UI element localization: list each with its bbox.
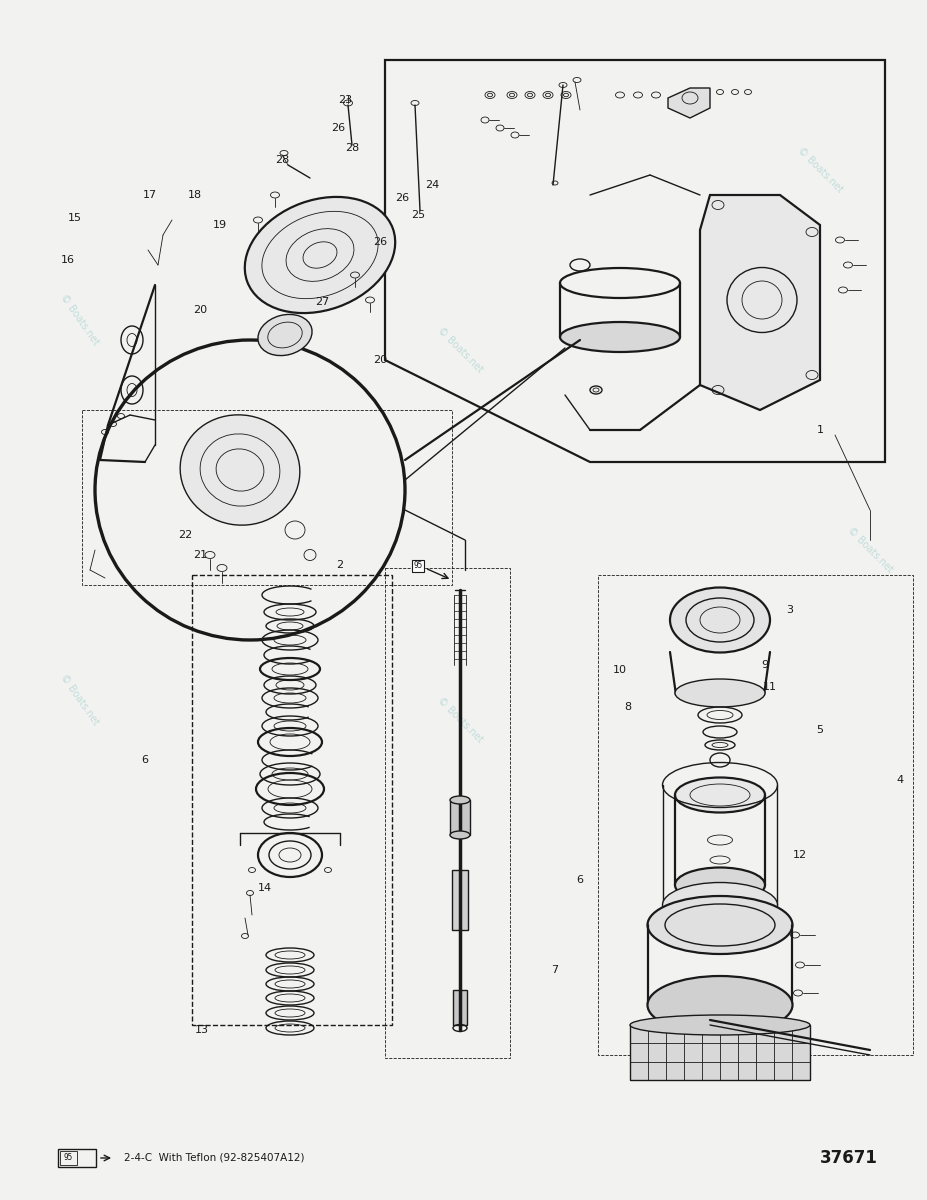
Bar [452, 870, 468, 930]
Text: 16: 16 [61, 254, 75, 265]
Bar [60, 1151, 77, 1165]
Ellipse shape [675, 868, 765, 902]
Text: 26: 26 [331, 122, 345, 133]
Bar [450, 800, 470, 835]
Text: 2: 2 [337, 560, 344, 570]
Ellipse shape [647, 976, 793, 1034]
Text: 12: 12 [793, 850, 807, 860]
Text: 6: 6 [577, 875, 583, 886]
Text: 9: 9 [761, 660, 768, 670]
Text: 95: 95 [413, 562, 423, 570]
Bar [192, 575, 392, 1025]
Text: 26: 26 [395, 193, 409, 203]
Text: © Boats.net: © Boats.net [58, 293, 101, 347]
Ellipse shape [450, 796, 470, 804]
Text: 95: 95 [64, 1153, 73, 1163]
Ellipse shape [560, 322, 680, 352]
Bar [385, 568, 510, 1058]
Polygon shape [700, 194, 820, 410]
Text: © Boats.net: © Boats.net [436, 325, 485, 374]
Text: 1: 1 [817, 425, 823, 434]
Text: 23: 23 [338, 95, 352, 104]
Text: 15: 15 [68, 214, 82, 223]
Text: 24: 24 [425, 180, 439, 190]
Text: © Boats.net: © Boats.net [795, 145, 844, 194]
Ellipse shape [647, 896, 793, 954]
Text: 28: 28 [345, 143, 359, 152]
Text: 37671: 37671 [820, 1150, 878, 1166]
Text: 5: 5 [817, 725, 823, 734]
Text: 21: 21 [193, 550, 207, 560]
Text: 11: 11 [763, 682, 777, 692]
Bar [453, 990, 467, 1025]
Bar [630, 1025, 810, 1080]
Ellipse shape [670, 588, 770, 653]
Text: 10: 10 [613, 665, 627, 674]
Text: 25: 25 [411, 210, 425, 220]
Ellipse shape [258, 314, 312, 355]
Text: 14: 14 [258, 883, 272, 893]
Ellipse shape [630, 1015, 810, 1034]
Text: 4: 4 [896, 775, 904, 785]
Text: © Boats.net: © Boats.net [436, 695, 485, 745]
Ellipse shape [663, 882, 778, 928]
Ellipse shape [245, 197, 395, 313]
Ellipse shape [450, 830, 470, 839]
Text: 13: 13 [195, 1025, 209, 1034]
Text: 18: 18 [188, 190, 202, 200]
Text: 28: 28 [275, 155, 289, 164]
Ellipse shape [180, 415, 299, 526]
Polygon shape [668, 88, 710, 118]
Text: © Boats.net: © Boats.net [58, 673, 101, 727]
Text: 8: 8 [625, 702, 631, 712]
Text: © Boats.net: © Boats.net [845, 526, 895, 575]
Ellipse shape [675, 679, 765, 707]
Text: 27: 27 [315, 296, 329, 307]
Text: 17: 17 [143, 190, 157, 200]
Text: 22: 22 [178, 530, 192, 540]
Text: 2-4-C  With Teflon (92-825407A12): 2-4-C With Teflon (92-825407A12) [124, 1153, 304, 1163]
Text: 6: 6 [142, 755, 148, 766]
Text: 20: 20 [193, 305, 207, 314]
Text: 3: 3 [786, 605, 794, 614]
Text: 26: 26 [373, 236, 387, 247]
Bar [598, 575, 913, 1055]
Text: 7: 7 [552, 965, 559, 974]
Bar [82, 410, 452, 584]
Text: 20: 20 [373, 355, 387, 365]
Bar [58, 1150, 96, 1166]
Ellipse shape [675, 778, 765, 812]
Text: 19: 19 [213, 220, 227, 230]
